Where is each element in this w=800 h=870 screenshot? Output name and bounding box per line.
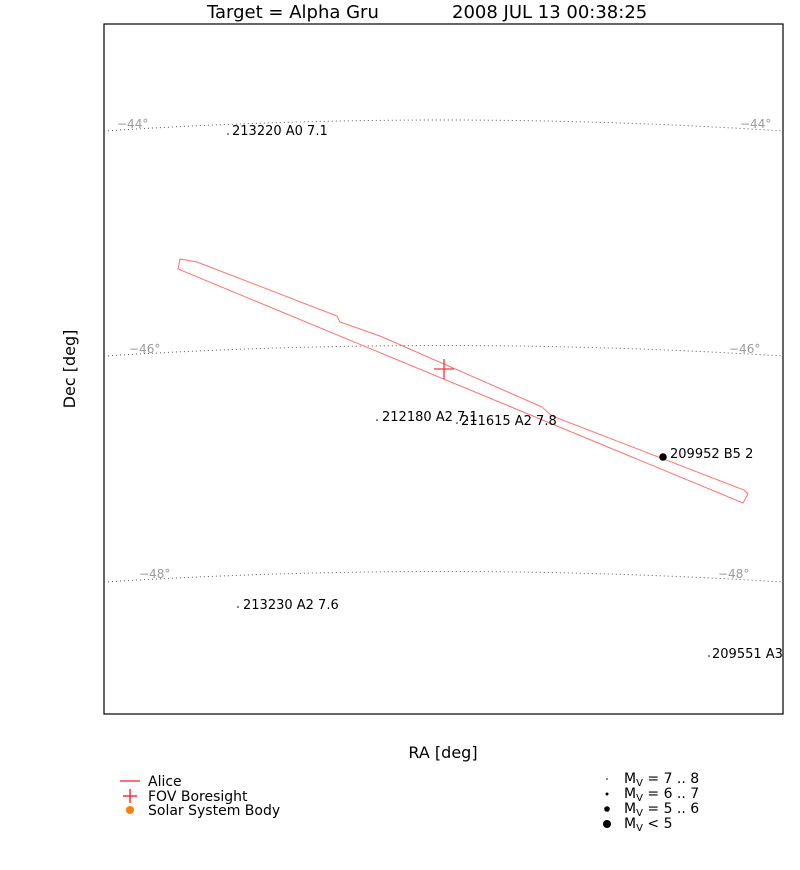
- dec-label-left-48: −48°: [139, 567, 170, 581]
- legend-alice-label: Alice: [148, 774, 182, 790]
- chart-title-target: Target = Alpha Gru: [206, 2, 379, 23]
- dec-label-right-48: −48°: [718, 567, 749, 581]
- chart-title-datetime: 2008 JUL 13 00:38:25: [452, 2, 647, 23]
- legend-mag-5-6-dot: [604, 806, 610, 812]
- dec-label-right-44: −44°: [740, 117, 771, 131]
- legend-boresight-swatch: [123, 789, 137, 803]
- star-point-211615: [456, 422, 458, 424]
- legend-mag-7-8-label: MV = 7 .. 8: [624, 771, 699, 789]
- legend-mag-lt-5-label: MV < 5: [624, 816, 672, 834]
- star-label-209551: 209551 A3: [712, 647, 783, 662]
- legend-mag-5-6-label: MV = 5 .. 6: [624, 801, 699, 819]
- legend-right: MV = 7 .. 8 MV = 6 .. 7 MV = 5 .. 6 MV <…: [603, 771, 699, 834]
- star-point-213230: [237, 606, 239, 608]
- y-axis-label: Dec [deg]: [60, 330, 79, 409]
- star-label-211615: 211615 A2 7.8: [461, 414, 557, 429]
- legend-mag-6-7-label: MV = 6 .. 7: [624, 786, 699, 804]
- dec-gridline-48: [104, 571, 783, 583]
- legend-solar-body-label: Solar System Body: [148, 803, 280, 819]
- star-label-212180: 212180 A2 7.1: [382, 410, 478, 425]
- star-point-213220: [227, 133, 229, 135]
- alice-slit-outline: [177, 258, 749, 504]
- legend-boresight-label: FOV Boresight: [148, 789, 248, 805]
- x-axis-label: RA [deg]: [408, 743, 477, 762]
- plot-frame: [103, 23, 784, 715]
- legend-solar-body-swatch: [126, 806, 134, 814]
- star-point-209952: [659, 453, 667, 461]
- star-point-209551: [708, 655, 710, 657]
- star-label-213230: 213230 A2 7.6: [243, 598, 339, 613]
- star-label-209952: 209952 B5 2: [670, 447, 753, 462]
- star-point-212180: [376, 419, 378, 421]
- dec-gridline-44: [104, 119, 783, 132]
- legend-left: Alice FOV Boresight Solar System Body: [120, 774, 280, 819]
- star-label-213220: 213220 A0 7.1: [232, 124, 328, 139]
- dec-label-left-46: −46°: [129, 342, 160, 356]
- dec-gridline-46: [104, 345, 783, 357]
- dec-label-right-46: −46°: [729, 342, 760, 356]
- legend-mag-6-7-dot: [605, 792, 609, 796]
- legend-mag-7-8-dot: [606, 778, 608, 780]
- dec-label-left-44: −44°: [117, 117, 148, 131]
- legend-mag-lt-5-dot: [603, 820, 611, 828]
- fov-boresight-marker: [434, 359, 454, 379]
